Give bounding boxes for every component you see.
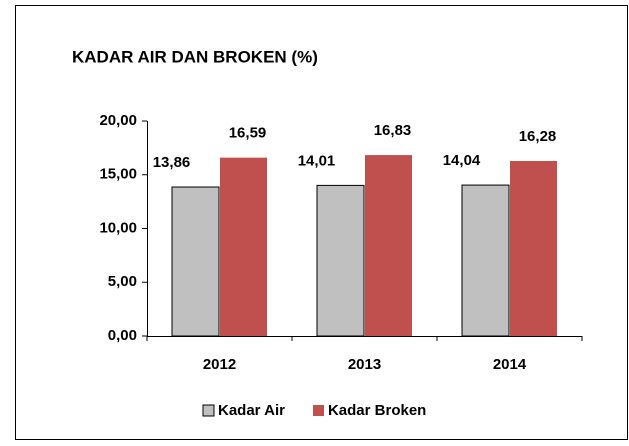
data-label: 16,83 — [374, 122, 412, 139]
bar — [171, 186, 220, 337]
legend-label: Kadar Air — [218, 402, 285, 419]
legend-label: Kadar Broken — [328, 402, 426, 419]
y-tick-label: 5,00 — [108, 273, 137, 290]
data-label: 16,28 — [519, 128, 557, 145]
bar — [220, 157, 267, 336]
y-tick-label: 0,00 — [108, 327, 137, 344]
legend-swatch — [312, 405, 324, 416]
y-tick-label: 20,00 — [99, 112, 137, 129]
data-label: 14,04 — [443, 152, 481, 169]
bar — [365, 155, 412, 336]
x-tick-label: 2013 — [348, 356, 381, 373]
legend-swatch — [202, 404, 215, 417]
y-tick-label: 15,00 — [99, 166, 137, 183]
bar — [461, 184, 510, 337]
data-label: 14,01 — [298, 152, 336, 169]
y-tick-label: 10,00 — [99, 219, 137, 236]
data-label: 13,86 — [153, 154, 191, 171]
chart-title: KADAR AIR DAN BROKEN (%) — [72, 47, 318, 66]
bar — [510, 160, 557, 336]
x-tick-label: 2012 — [203, 356, 236, 373]
x-tick-label: 2014 — [493, 356, 527, 373]
bar — [316, 184, 365, 337]
data-label: 16,59 — [229, 125, 267, 142]
